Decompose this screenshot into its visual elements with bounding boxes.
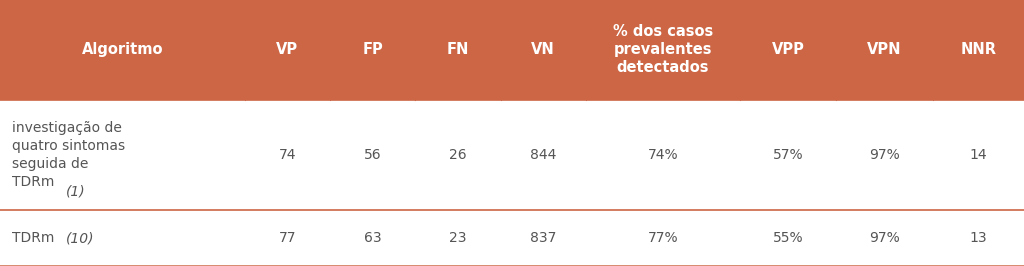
Text: 77: 77: [279, 231, 296, 245]
Bar: [837, 0, 933, 100]
Text: 77%: 77%: [647, 231, 678, 245]
Text: 26: 26: [450, 148, 467, 162]
Bar: [245, 0, 330, 100]
Text: 13: 13: [970, 231, 987, 245]
Bar: [0, 0, 245, 100]
Text: 97%: 97%: [869, 231, 900, 245]
Text: TDRm: TDRm: [12, 231, 59, 245]
Bar: [0, 100, 1024, 210]
Text: FN: FN: [446, 42, 469, 57]
Text: % dos casos
prevalentes
detectados: % dos casos prevalentes detectados: [612, 24, 713, 75]
Text: NNR: NNR: [961, 42, 996, 57]
Text: 844: 844: [530, 148, 556, 162]
Text: 57%: 57%: [772, 148, 803, 162]
Text: VPP: VPP: [771, 42, 804, 57]
Text: VN: VN: [531, 42, 555, 57]
Bar: [933, 0, 1024, 100]
Bar: [0, 210, 1024, 266]
Text: 23: 23: [450, 231, 467, 245]
Text: 63: 63: [364, 231, 381, 245]
Bar: [739, 0, 837, 100]
Text: 14: 14: [970, 148, 987, 162]
Text: 74: 74: [279, 148, 296, 162]
Text: 97%: 97%: [869, 148, 900, 162]
Text: 55%: 55%: [772, 231, 803, 245]
Text: (1): (1): [66, 184, 85, 198]
Bar: [586, 0, 739, 100]
Text: VP: VP: [276, 42, 298, 57]
Text: 837: 837: [530, 231, 556, 245]
Text: Algoritmo: Algoritmo: [82, 42, 163, 57]
Text: VPN: VPN: [867, 42, 902, 57]
Bar: [330, 0, 416, 100]
Bar: [501, 0, 586, 100]
Text: (10): (10): [66, 231, 94, 245]
Text: FP: FP: [362, 42, 383, 57]
Text: 56: 56: [364, 148, 381, 162]
Text: investigação de
quatro sintomas
seguida de
TDRm: investigação de quatro sintomas seguida …: [12, 121, 125, 189]
Bar: [416, 0, 501, 100]
Text: 74%: 74%: [647, 148, 678, 162]
